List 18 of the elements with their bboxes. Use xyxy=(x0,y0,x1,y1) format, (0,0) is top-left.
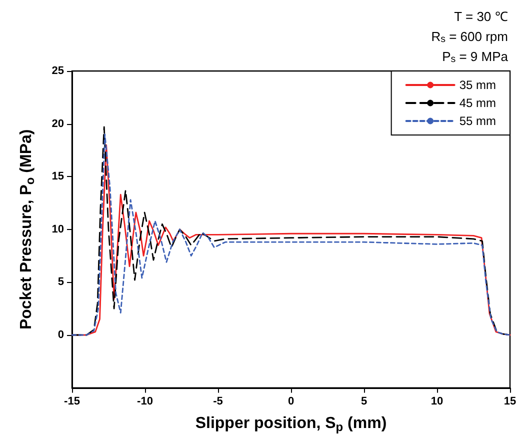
y-tick-label: 10 xyxy=(52,223,64,236)
x-tick-label: -10 xyxy=(137,395,153,408)
y-tick-label: 20 xyxy=(52,118,64,130)
legend-label: 45 mm xyxy=(459,96,496,110)
x-tick-label: 10 xyxy=(430,395,444,408)
y-tick-label: 5 xyxy=(58,276,64,288)
x-tick-label: -15 xyxy=(64,395,80,408)
legend-label: 35 mm xyxy=(459,78,496,92)
y-tick-label: 25 xyxy=(52,65,64,77)
y-axis-title: Pocket Pressure, Po (MPa) xyxy=(18,129,37,330)
x-tick-label: 15 xyxy=(504,395,516,408)
x-tick-label: 5 xyxy=(360,395,368,408)
x-tick-label: 0 xyxy=(288,395,294,408)
x-tick-label: -5 xyxy=(213,395,223,408)
legend-label: 55 mm xyxy=(459,114,496,128)
y-tick-label: 15 xyxy=(52,170,64,183)
text: T = 30 ℃ xyxy=(454,9,508,24)
y-tick-label: 0 xyxy=(58,329,64,341)
